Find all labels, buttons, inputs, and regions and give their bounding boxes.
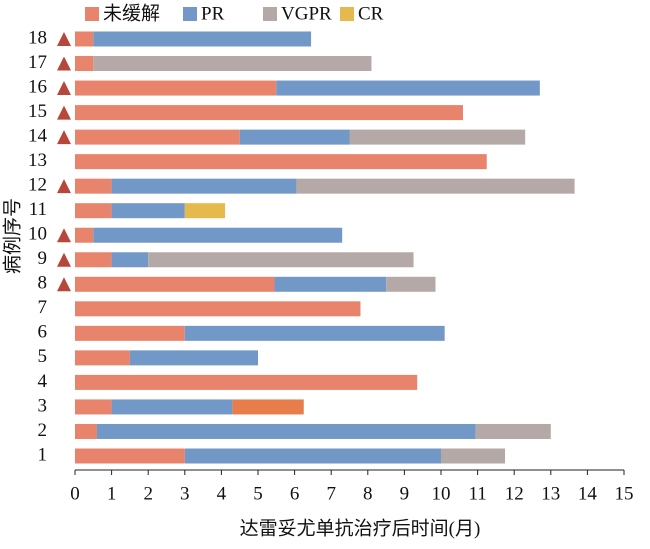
bar-segment [75, 203, 112, 219]
x-tick-label: 15 [615, 483, 634, 504]
x-tick-label: 10 [432, 483, 451, 504]
bar-segment [111, 399, 233, 415]
legend-label: 未缓解 [103, 2, 160, 24]
triangle-marker [57, 31, 71, 46]
x-tick-label: 12 [505, 483, 524, 504]
x-tick-label: 0 [70, 483, 80, 504]
y-tick-label: 9 [38, 248, 48, 269]
triangle-marker [57, 81, 71, 96]
y-tick-label: 18 [28, 27, 47, 48]
bar-segment [129, 350, 258, 366]
x-tick-label: 13 [541, 483, 560, 504]
bar-segment [75, 276, 275, 292]
bar-segment [75, 448, 185, 464]
x-tick-label: 4 [217, 483, 227, 504]
x-axis-label: 达雷妥尤单抗治疗后时间(月) [240, 517, 481, 539]
y-tick-label: 1 [38, 444, 48, 465]
x-tick-label: 14 [578, 483, 598, 504]
y-tick-label: 15 [28, 101, 47, 122]
legend-swatch [183, 7, 197, 21]
legend-swatch [263, 7, 277, 21]
y-tick-label: 5 [38, 346, 48, 367]
triangle-marker [57, 105, 71, 120]
bar-segment [75, 178, 112, 194]
y-tick-label: 14 [28, 125, 48, 146]
bar-segment [75, 227, 94, 243]
y-tick-label: 7 [38, 297, 48, 318]
y-tick-label: 4 [38, 371, 48, 392]
bar-segment [184, 203, 226, 219]
bar-segment [276, 80, 540, 96]
x-tick-label: 3 [180, 483, 190, 504]
bar-segment [75, 56, 94, 72]
bar-segment [386, 276, 436, 292]
bar-segment [184, 325, 445, 341]
bar-segment [441, 448, 506, 464]
bar-segment [96, 423, 476, 439]
x-tick-label: 7 [326, 483, 336, 504]
bar-segment [75, 301, 361, 317]
bar-segment [475, 423, 551, 439]
y-tick-label: 8 [38, 273, 48, 294]
y-tick-label: 17 [28, 52, 47, 73]
y-tick-label: 6 [38, 322, 48, 343]
y-axis-label: 病例序号 [1, 198, 23, 274]
bar-segment [75, 399, 112, 415]
x-tick-label: 9 [400, 483, 410, 504]
bar-segment [75, 80, 277, 96]
bar-segment [75, 423, 97, 439]
bar-segment [349, 129, 526, 145]
legend-swatch [340, 7, 354, 21]
bar-segment [111, 203, 185, 219]
legend-label: CR [358, 3, 384, 24]
bar-segment [232, 399, 304, 415]
legend-label: VGPR [281, 3, 332, 24]
bar-segment [75, 129, 240, 145]
legend-swatch [85, 7, 99, 21]
bar-segment [184, 448, 442, 464]
y-tick-label: 3 [38, 395, 48, 416]
triangle-marker [57, 130, 71, 145]
legend-label: PR [201, 3, 225, 24]
triangle-marker [57, 277, 71, 292]
bar-segment [111, 252, 149, 268]
bar-segment [75, 31, 94, 47]
bar-segment [93, 31, 312, 47]
triangle-marker [57, 228, 71, 243]
bar-segment [274, 276, 387, 292]
x-tick-label: 1 [107, 483, 117, 504]
y-tick-label: 11 [29, 199, 47, 220]
x-tick-label: 2 [143, 483, 153, 504]
x-tick-label: 8 [363, 483, 373, 504]
bar-segment [75, 154, 487, 170]
bar-segment [239, 129, 350, 145]
triangle-marker [57, 56, 71, 71]
bar-segment [75, 374, 418, 390]
bar-segment [75, 325, 185, 341]
x-tick-label: 11 [468, 483, 486, 504]
bar-segment [75, 252, 112, 268]
y-tick-label: 16 [28, 76, 47, 97]
bar-segment [75, 350, 130, 366]
bar-segment [148, 252, 414, 268]
bar-segment [296, 178, 575, 194]
y-tick-label: 2 [38, 420, 48, 441]
y-tick-label: 10 [28, 224, 47, 245]
y-tick-label: 13 [28, 150, 47, 171]
triangle-marker [57, 179, 71, 194]
triangle-marker [57, 252, 71, 267]
y-tick-label: 12 [28, 175, 47, 196]
bar-segment [75, 105, 463, 121]
bar-segment [93, 227, 343, 243]
bar-segment [93, 56, 372, 72]
x-tick-label: 5 [253, 483, 263, 504]
bar-segment [111, 178, 297, 194]
x-tick-label: 6 [290, 483, 300, 504]
